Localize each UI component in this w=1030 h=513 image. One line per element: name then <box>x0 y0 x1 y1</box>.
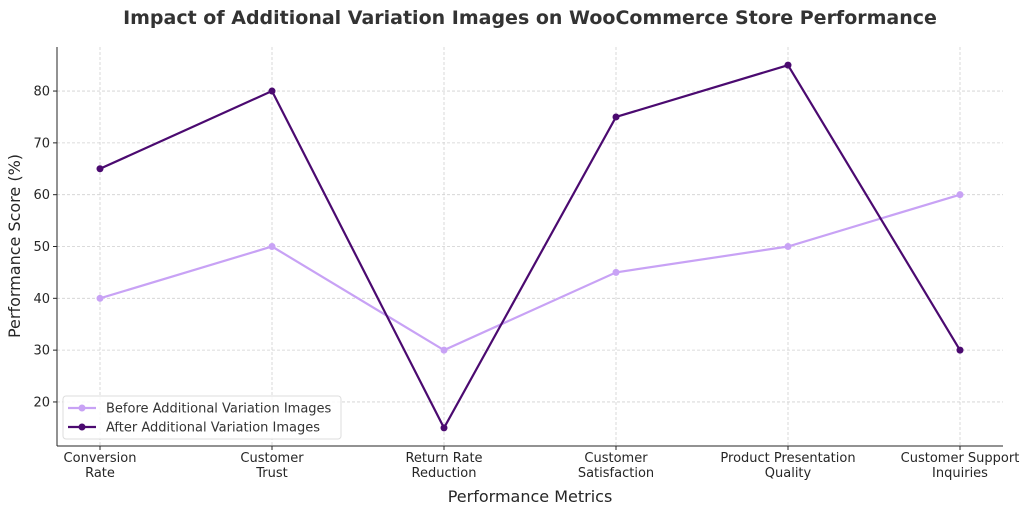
legend-label: Before Additional Variation Images <box>106 402 332 417</box>
x-tick-label-line: Satisfaction <box>578 466 654 481</box>
x-axis-label: Performance Metrics <box>448 487 613 506</box>
y-tick-label: 60 <box>33 188 50 203</box>
x-tick-label: Customer Trust <box>240 451 304 481</box>
x-tick-label-line: Product Presentation <box>720 451 855 466</box>
x-tick-label-line: Return Rate <box>405 451 482 466</box>
series-after <box>96 61 964 432</box>
data-point <box>784 61 792 69</box>
data-point <box>784 243 792 250</box>
x-tick-label: Customer Satisfaction <box>578 451 654 481</box>
y-tick-labels: 20 30 40 50 60 70 80 <box>33 85 50 411</box>
chart-title: Impact of Additional Variation Images on… <box>123 7 937 29</box>
axes <box>53 47 1003 450</box>
data-point <box>956 346 964 354</box>
y-tick-label: 20 <box>33 395 50 410</box>
legend-box <box>62 395 342 440</box>
y-tick-label: 30 <box>33 344 50 359</box>
x-tick-label: Product Presentation Quality <box>720 451 855 481</box>
data-point <box>956 191 964 199</box>
x-tick-label-line: Rate <box>85 466 115 481</box>
data-point <box>612 268 620 276</box>
y-tick-label: 70 <box>33 136 50 151</box>
x-tick-label-line: Quality <box>765 466 812 481</box>
x-tick-label-line: Trust <box>255 466 287 481</box>
x-tick-label-line: Customer <box>240 451 304 466</box>
legend-marker <box>78 404 86 412</box>
x-tick-label-line: Inquiries <box>932 466 988 481</box>
series-line <box>99 193 961 352</box>
data-point <box>96 294 104 302</box>
x-tick-label: Conversion Rate <box>64 451 137 481</box>
legend-label: After Additional Variation Images <box>106 421 320 436</box>
y-tick-label: 80 <box>33 85 50 100</box>
legend: Before Additional Variation Images After … <box>62 395 342 440</box>
grid <box>57 47 1003 446</box>
x-tick-label-line: Reduction <box>412 466 477 481</box>
x-tick-label-line: Conversion <box>64 451 137 466</box>
x-tick-label: Return Rate Reduction <box>405 451 482 481</box>
data-point <box>440 424 448 432</box>
x-tick-label-line: Customer <box>584 451 648 466</box>
data-point <box>440 346 448 354</box>
series-line <box>99 63 961 431</box>
series-group <box>96 61 964 432</box>
x-tick-label: Customer Support Inquiries <box>901 451 1020 481</box>
y-tick-label: 40 <box>33 292 50 307</box>
legend-marker <box>78 423 86 431</box>
data-point <box>96 165 104 173</box>
x-tick-label-line: Customer Support <box>901 451 1020 466</box>
y-tick-label: 50 <box>33 240 50 255</box>
data-point <box>268 87 276 95</box>
data-point <box>612 113 620 121</box>
data-point <box>268 243 276 250</box>
series-before <box>96 191 964 354</box>
y-axis-label: Performance Score (%) <box>5 154 24 338</box>
